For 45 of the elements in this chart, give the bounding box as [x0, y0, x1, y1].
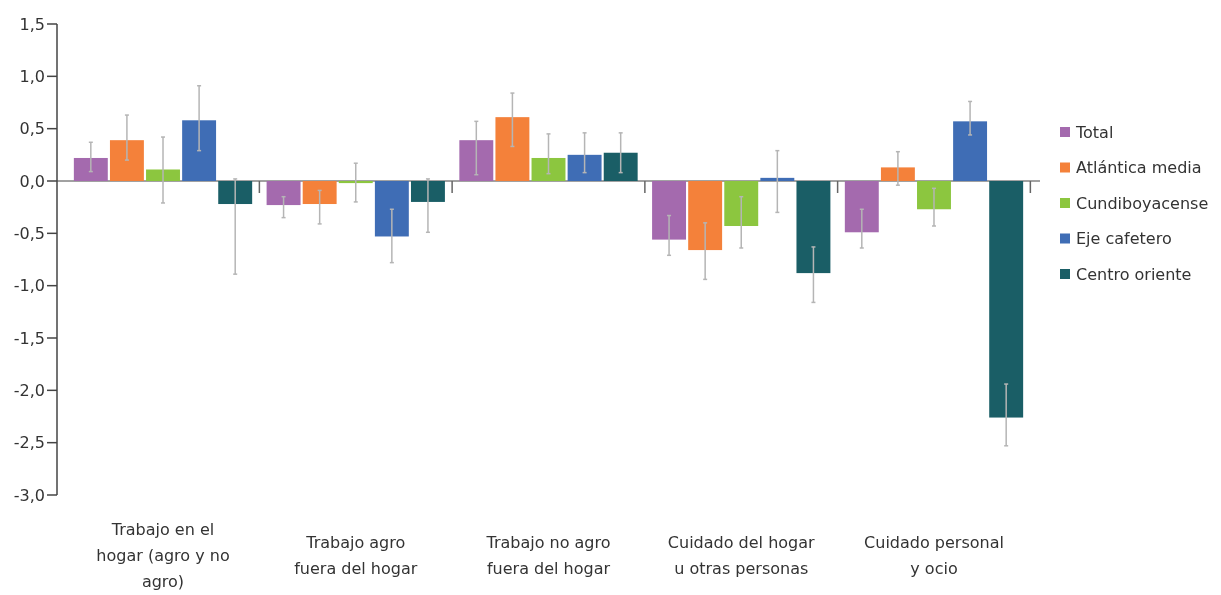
x-tick-label: Cuidado del hogar u otras personas — [667, 533, 816, 578]
bar — [338, 181, 373, 184]
bar — [603, 152, 638, 181]
bar — [459, 140, 494, 181]
y-tick-label: -1,0 — [13, 276, 45, 296]
bar — [688, 181, 723, 251]
bar — [302, 181, 337, 205]
y-tick-label: 1,5 — [19, 14, 45, 34]
bar — [410, 181, 445, 202]
bar — [989, 181, 1024, 418]
bar — [796, 181, 831, 274]
y-tick-label: -0,5 — [13, 223, 45, 243]
x-tick-label: Trabajo agro fuera del hogar — [294, 533, 418, 578]
bar — [495, 117, 530, 181]
bar — [73, 157, 108, 181]
y-tick-label: 1,0 — [19, 66, 45, 86]
legend-label: Total — [1075, 122, 1114, 142]
legend-label: Eje cafetero — [1076, 229, 1172, 249]
x-tick-label: Trabajo en el hogar (agro y no agro) — [96, 520, 230, 591]
bar — [374, 181, 409, 237]
y-tick-label: -1,5 — [13, 328, 45, 348]
bar — [109, 140, 144, 181]
x-tick-label: Cuidado personal y ocio — [864, 533, 1004, 578]
bar — [567, 154, 602, 181]
bar — [652, 181, 687, 240]
bar — [146, 169, 180, 181]
bar — [218, 181, 253, 205]
y-tick-label: 0,5 — [19, 119, 45, 139]
y-tick-label: -3,0 — [13, 485, 45, 505]
y-tick-label: -2,5 — [13, 433, 45, 453]
bar — [760, 177, 795, 181]
bar — [953, 121, 988, 181]
bar — [182, 120, 217, 181]
legend-label: Atlántica media — [1076, 158, 1202, 178]
bar — [266, 181, 301, 206]
legend-label: Cundiboyacense — [1076, 193, 1209, 213]
y-tick-label: 0,0 — [19, 171, 45, 191]
bar — [844, 181, 879, 233]
bar — [531, 157, 566, 181]
bar — [880, 167, 915, 181]
bar — [917, 181, 951, 210]
legend-label: Centro oriente — [1076, 264, 1192, 284]
bar — [724, 181, 759, 227]
y-tick-label: -2,0 — [13, 380, 45, 400]
x-tick-label: Trabajo no agro fuera del hogar — [485, 533, 611, 578]
